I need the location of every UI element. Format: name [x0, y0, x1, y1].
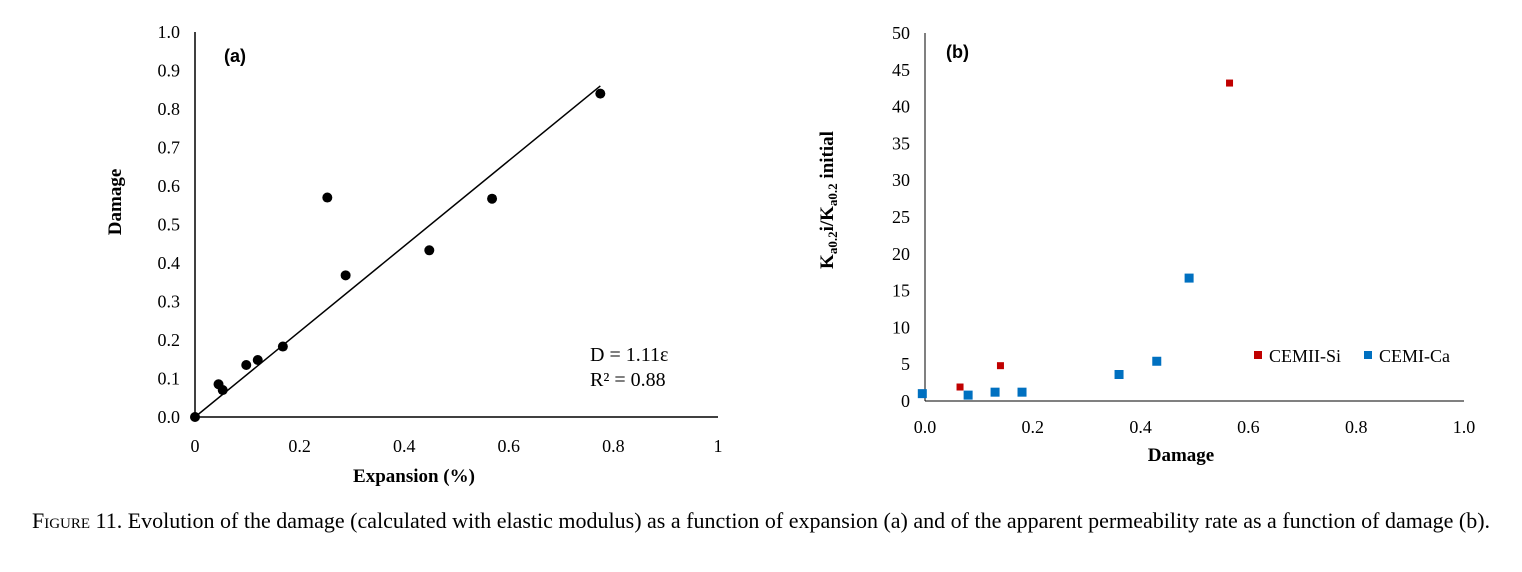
chart-b-y-tick-label: 15 [892, 281, 910, 301]
chart-a-y-tick-label: 1.0 [158, 22, 181, 42]
chart-a-data-point [252, 355, 263, 366]
chart-a-data-point [217, 385, 228, 396]
chart-b-y-tick-label: 30 [892, 170, 910, 190]
chart-a-x-tick-labels: 0 0.2 0.4 0.6 0.8 1 [191, 436, 723, 456]
chart-b-y-tick-label: 50 [892, 23, 910, 43]
chart-a-y-tick-label: 0.1 [158, 369, 181, 389]
chart-b-y-title-mid: i/K [817, 206, 838, 232]
figure: 0.00.10.20.30.40.50.60.70.80.91.0 0 0.2 0.… [105, 22, 1475, 487]
chart-b-y-axis-title: Ka0.2i/Ka0.2 initial [817, 131, 840, 269]
chart-a-data-point [190, 412, 200, 422]
chart-a-y-tick-label: 0.5 [158, 215, 181, 235]
chart-a-y-axis-title: Damage [105, 169, 126, 235]
chart-b-y-tick-label: 10 [892, 317, 910, 337]
chart-b-points [917, 79, 1234, 400]
chart-a-x-tick-label: 0 [191, 436, 200, 456]
chart-a-data-point [595, 88, 606, 99]
chart-a-y-tick-label: 0.8 [158, 99, 181, 119]
chart-b-y-title-sub1: a0.2 [825, 231, 840, 254]
chart-b-data-point [1184, 273, 1194, 283]
chart-b-legend: CEMII-Si CEMI-Ca [1254, 346, 1450, 366]
chart-b-x-axis-title: Damage [1148, 445, 1214, 466]
legend-label-cemi-ca: CEMI-Ca [1379, 346, 1450, 366]
chart-b-x-tick-label: 0.0 [914, 417, 937, 437]
legend-marker-cemii-si [1254, 351, 1262, 359]
chart-a-x-tick-label: 0.6 [498, 436, 521, 456]
chart-a-y-tick-label: 0.3 [158, 292, 181, 312]
chart-a-x-tick-label: 1 [714, 436, 723, 456]
chart-b-y-tick-label: 0 [901, 391, 910, 411]
chart-a-equation: D = 1.11ε [590, 344, 668, 366]
chart-b-x-tick-label: 0.8 [1345, 417, 1368, 437]
chart-b-data-point [1114, 370, 1124, 380]
chart-a-data-point [340, 270, 351, 281]
chart-a-r-squared: R² = 0.88 [590, 369, 666, 391]
chart-a-damage-vs-expansion: 0.00.10.20.30.40.50.60.70.80.91.0 0 0.2 0.… [105, 22, 723, 487]
legend-label-cemii-si: CEMII-Si [1269, 346, 1341, 366]
chart-a-y-tick-label: 0.6 [158, 176, 181, 196]
chart-b-data-point [917, 389, 927, 399]
chart-b-y-tick-label: 25 [892, 207, 910, 227]
chart-a-y-tick-labels: 0.0 0.1 0.2 0.3 0.4 0.5 0.6 0.7 0.8 0.9 1.0 [158, 22, 181, 427]
chart-b-data-point [1152, 356, 1162, 366]
chart-a-trendline-line [194, 85, 601, 418]
chart-a-data-point [277, 341, 288, 352]
chart-a-x-axis-title: Expansion (%) [353, 466, 475, 487]
chart-b-data-point [990, 387, 1000, 397]
chart-b-data-point [1226, 79, 1234, 87]
chart-a-y-tick-label: 0.9 [158, 61, 181, 81]
legend-marker-cemi-ca [1364, 351, 1372, 359]
chart-b-data-point [996, 362, 1004, 370]
chart-a-y-tick-label: 0.0 [158, 407, 181, 427]
chart-a-y-tick-label: 0.7 [158, 138, 181, 158]
figure-caption: Figure 11. Evolution of the damage (calc… [0, 505, 1522, 536]
chart-a-y-tick-label: 0.4 [158, 253, 181, 273]
chart-a-trendline [194, 85, 601, 418]
chart-b-x-tick-labels: 0.0 0.2 0.4 0.6 0.8 1.0 [914, 417, 1476, 437]
chart-a-points [190, 88, 606, 422]
chart-b-data-point [956, 383, 964, 391]
caption-text: . Evolution of the damage (calculated wi… [116, 508, 1491, 533]
chart-a-data-point [241, 360, 252, 371]
chart-b-y-title-sub2: a0.2 [825, 183, 840, 206]
chart-b-y-tick-label: 20 [892, 244, 910, 264]
chart-b-y-title-k: K [817, 254, 838, 269]
chart-a-data-point [487, 193, 498, 204]
caption-figure-label: Figure 11 [31, 508, 117, 533]
chart-b-panel-label: (b) [946, 42, 969, 62]
chart-a-x-tick-label: 0.8 [602, 436, 625, 456]
chart-a-data-point [424, 245, 435, 256]
chart-b-data-point [963, 390, 973, 400]
chart-a-x-tick-label: 0.4 [393, 436, 416, 456]
chart-b-x-tick-label: 0.4 [1129, 417, 1152, 437]
chart-b-x-tick-label: 0.6 [1237, 417, 1260, 437]
chart-a-panel-label: (a) [224, 46, 246, 66]
chart-b-y-tick-label: 45 [892, 60, 910, 80]
chart-b-y-tick-label: 40 [892, 97, 910, 117]
chart-b-y-tick-labels: 0 5 10 15 20 25 30 35 40 45 50 [892, 23, 910, 411]
chart-b-y-tick-label: 35 [892, 133, 910, 153]
chart-b-x-tick-label: 0.2 [1022, 417, 1045, 437]
chart-b-y-tick-label: 5 [901, 354, 910, 374]
chart-b-y-title-tail: initial [817, 131, 838, 183]
chart-a-x-tick-label: 0.2 [288, 436, 311, 456]
chart-b-x-tick-label: 1.0 [1453, 417, 1476, 437]
chart-a-y-tick-label: 0.2 [158, 330, 181, 350]
chart-a-data-point [322, 192, 333, 203]
chart-b-data-point [1017, 387, 1027, 397]
